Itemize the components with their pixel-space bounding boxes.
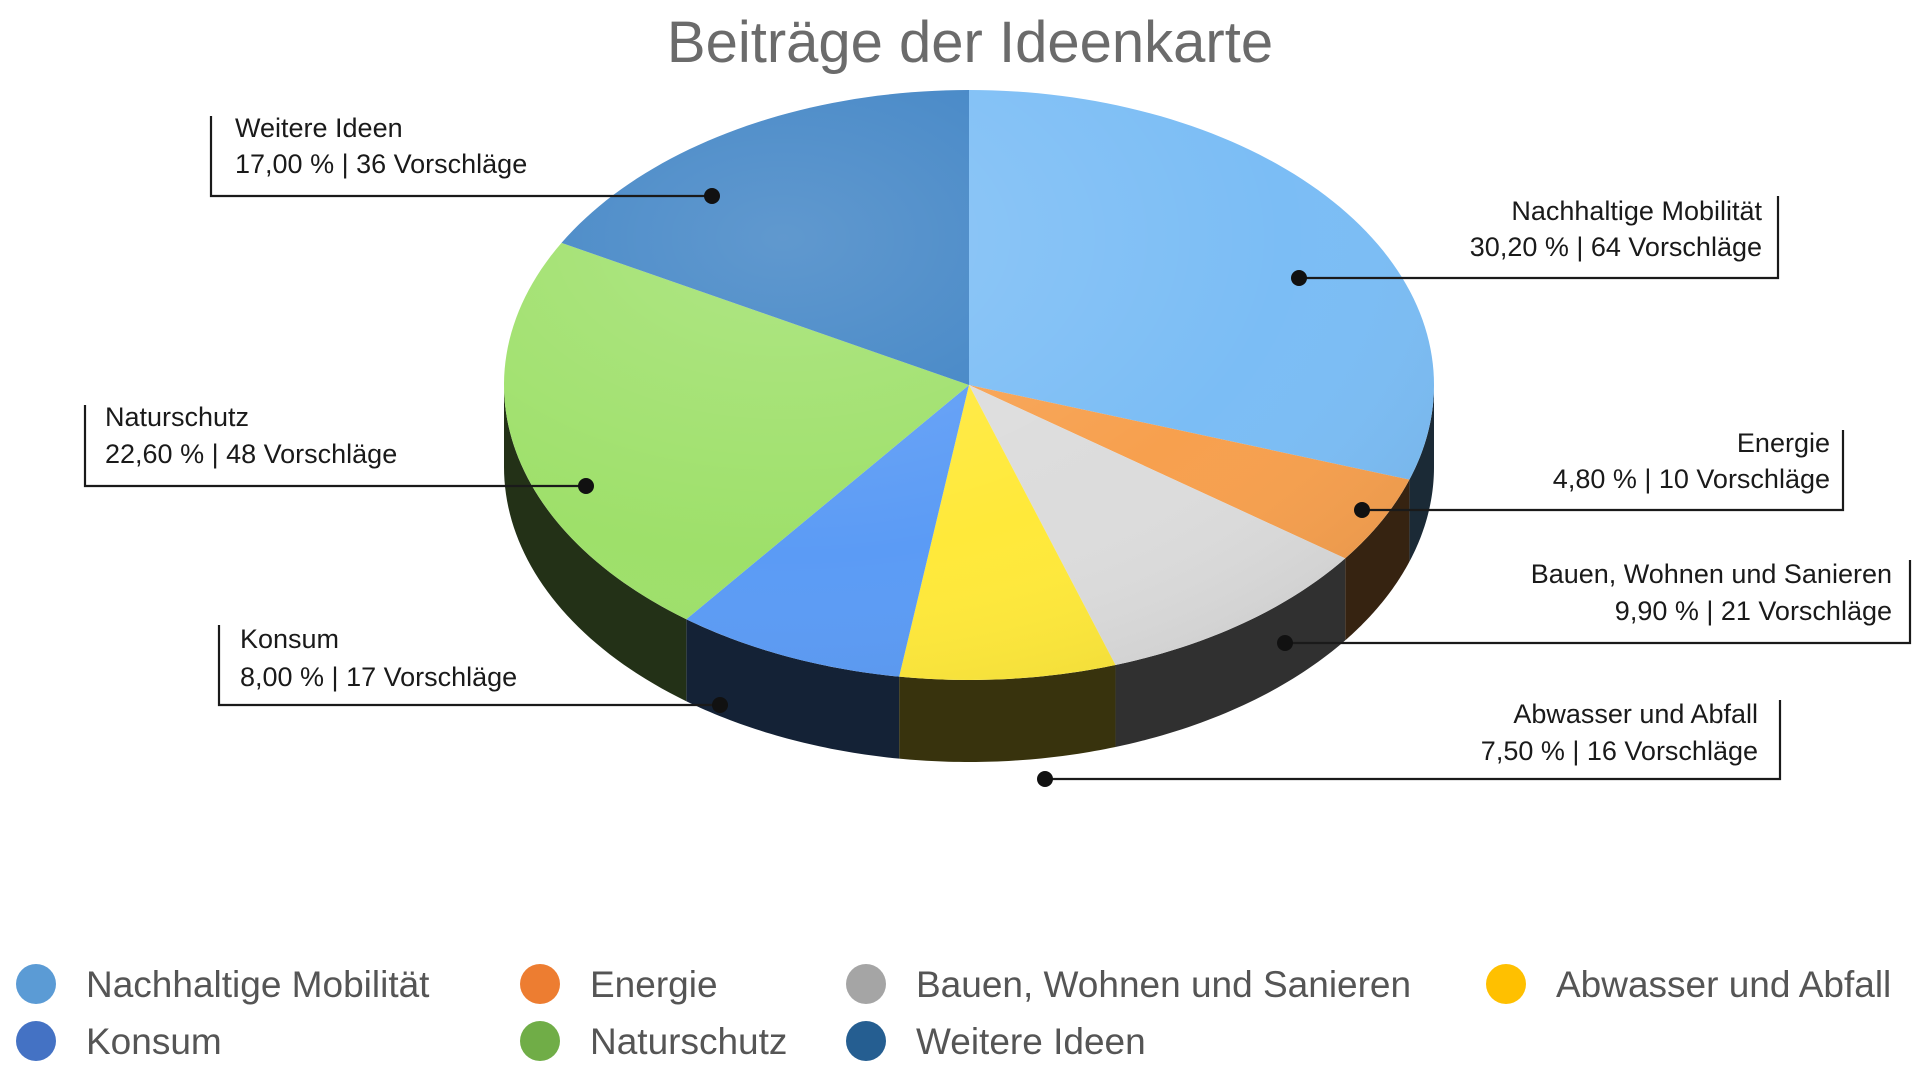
data-label-value-bauen-wohnen-und-sanieren: 9,90 % | 21 Vorschläge (1615, 596, 1892, 626)
data-labels: Nachhaltige Mobilität 30,20 % | 64 Vorsch… (83, 113, 1912, 787)
label-dot-abwasser-und-abfall (1037, 771, 1053, 787)
chart-title: Beiträge der Ideenkarte (667, 10, 1273, 75)
leader-line-naturschutz (83, 405, 586, 488)
slice-side-bauen-wohnen-und-sanieren (1115, 558, 1346, 747)
legend-swatch-bauen-wohnen-und-sanieren (846, 964, 886, 1004)
label-dot-naturschutz (578, 478, 594, 494)
slice-side-nachhaltige-mobilitaet (1409, 385, 1434, 562)
leader-line-abwasser-und-abfall (1045, 700, 1782, 781)
leader-line-energie (1362, 430, 1845, 512)
data-label-name-abwasser-und-abfall: Abwasser und Abfall (1513, 699, 1758, 729)
slice-side-abwasser-und-abfall (899, 664, 1116, 762)
data-label-value-weitere-ideen: 17,00 % | 36 Vorschläge (235, 149, 527, 179)
slice-side-naturschutz (504, 385, 687, 702)
data-label-name-konsum: Konsum (240, 624, 339, 654)
label-dot-weitere-ideen (704, 188, 720, 204)
leader-line-nachhaltige-mobilitaet (1299, 196, 1780, 280)
data-label-value-naturschutz: 22,60 % | 48 Vorschläge (105, 439, 397, 469)
legend-label-konsum: Konsum (86, 1021, 222, 1062)
data-label-name-bauen-wohnen-und-sanieren: Bauen, Wohnen und Sanieren (1531, 559, 1892, 589)
legend-swatch-naturschutz (520, 1021, 560, 1061)
legend-label-abwasser-und-abfall: Abwasser und Abfall (1556, 964, 1891, 1005)
data-label-value-energie: 4,80 % | 10 Vorschläge (1553, 464, 1830, 494)
legend-label-weitere-ideen: Weitere Ideen (916, 1021, 1146, 1062)
leader-line-bauen-wohnen-und-sanieren (1285, 560, 1912, 645)
label-dot-nachhaltige-mobilitaet (1291, 270, 1307, 286)
legend-label-naturschutz: Naturschutz (590, 1021, 787, 1062)
leader-line-weitere-ideen (209, 116, 712, 198)
data-label-name-nachhaltige-mobilitaet: Nachhaltige Mobilität (1511, 196, 1762, 226)
leader-line-konsum (217, 625, 720, 707)
label-dot-konsum (712, 697, 728, 713)
legend-label-nachhaltige-mobilitaet: Nachhaltige Mobilität (86, 964, 430, 1005)
data-label-value-abwasser-und-abfall: 7,50 % | 16 Vorschläge (1481, 736, 1758, 766)
data-label-value-konsum: 8,00 % | 17 Vorschläge (240, 662, 517, 692)
legend-label-bauen-wohnen-und-sanieren: Bauen, Wohnen und Sanieren (916, 964, 1411, 1005)
data-label-value-nachhaltige-mobilitaet: 30,20 % | 64 Vorschläge (1470, 232, 1762, 262)
pie-slices (504, 90, 1434, 680)
data-label-name-energie: Energie (1737, 428, 1830, 458)
legend: Nachhaltige Mobilität Energie Bauen, Wohne… (16, 964, 1891, 1062)
slice-side-konsum (686, 619, 900, 759)
pie-depth (504, 385, 1434, 762)
data-label-name-weitere-ideen: Weitere Ideen (235, 113, 403, 143)
data-label-name-naturschutz: Naturschutz (105, 402, 249, 432)
pie-sheen (504, 90, 1434, 680)
legend-swatch-weitere-ideen (846, 1021, 886, 1061)
slice-side-energie (1345, 479, 1410, 641)
label-dot-energie (1354, 502, 1370, 518)
legend-swatch-konsum (16, 1021, 56, 1061)
legend-swatch-energie (520, 964, 560, 1004)
legend-label-energie: Energie (590, 964, 718, 1005)
legend-swatch-abwasser-und-abfall (1486, 964, 1526, 1004)
label-dot-bauen-wohnen-und-sanieren (1277, 635, 1293, 651)
legend-swatch-nachhaltige-mobilitaet (16, 964, 56, 1004)
